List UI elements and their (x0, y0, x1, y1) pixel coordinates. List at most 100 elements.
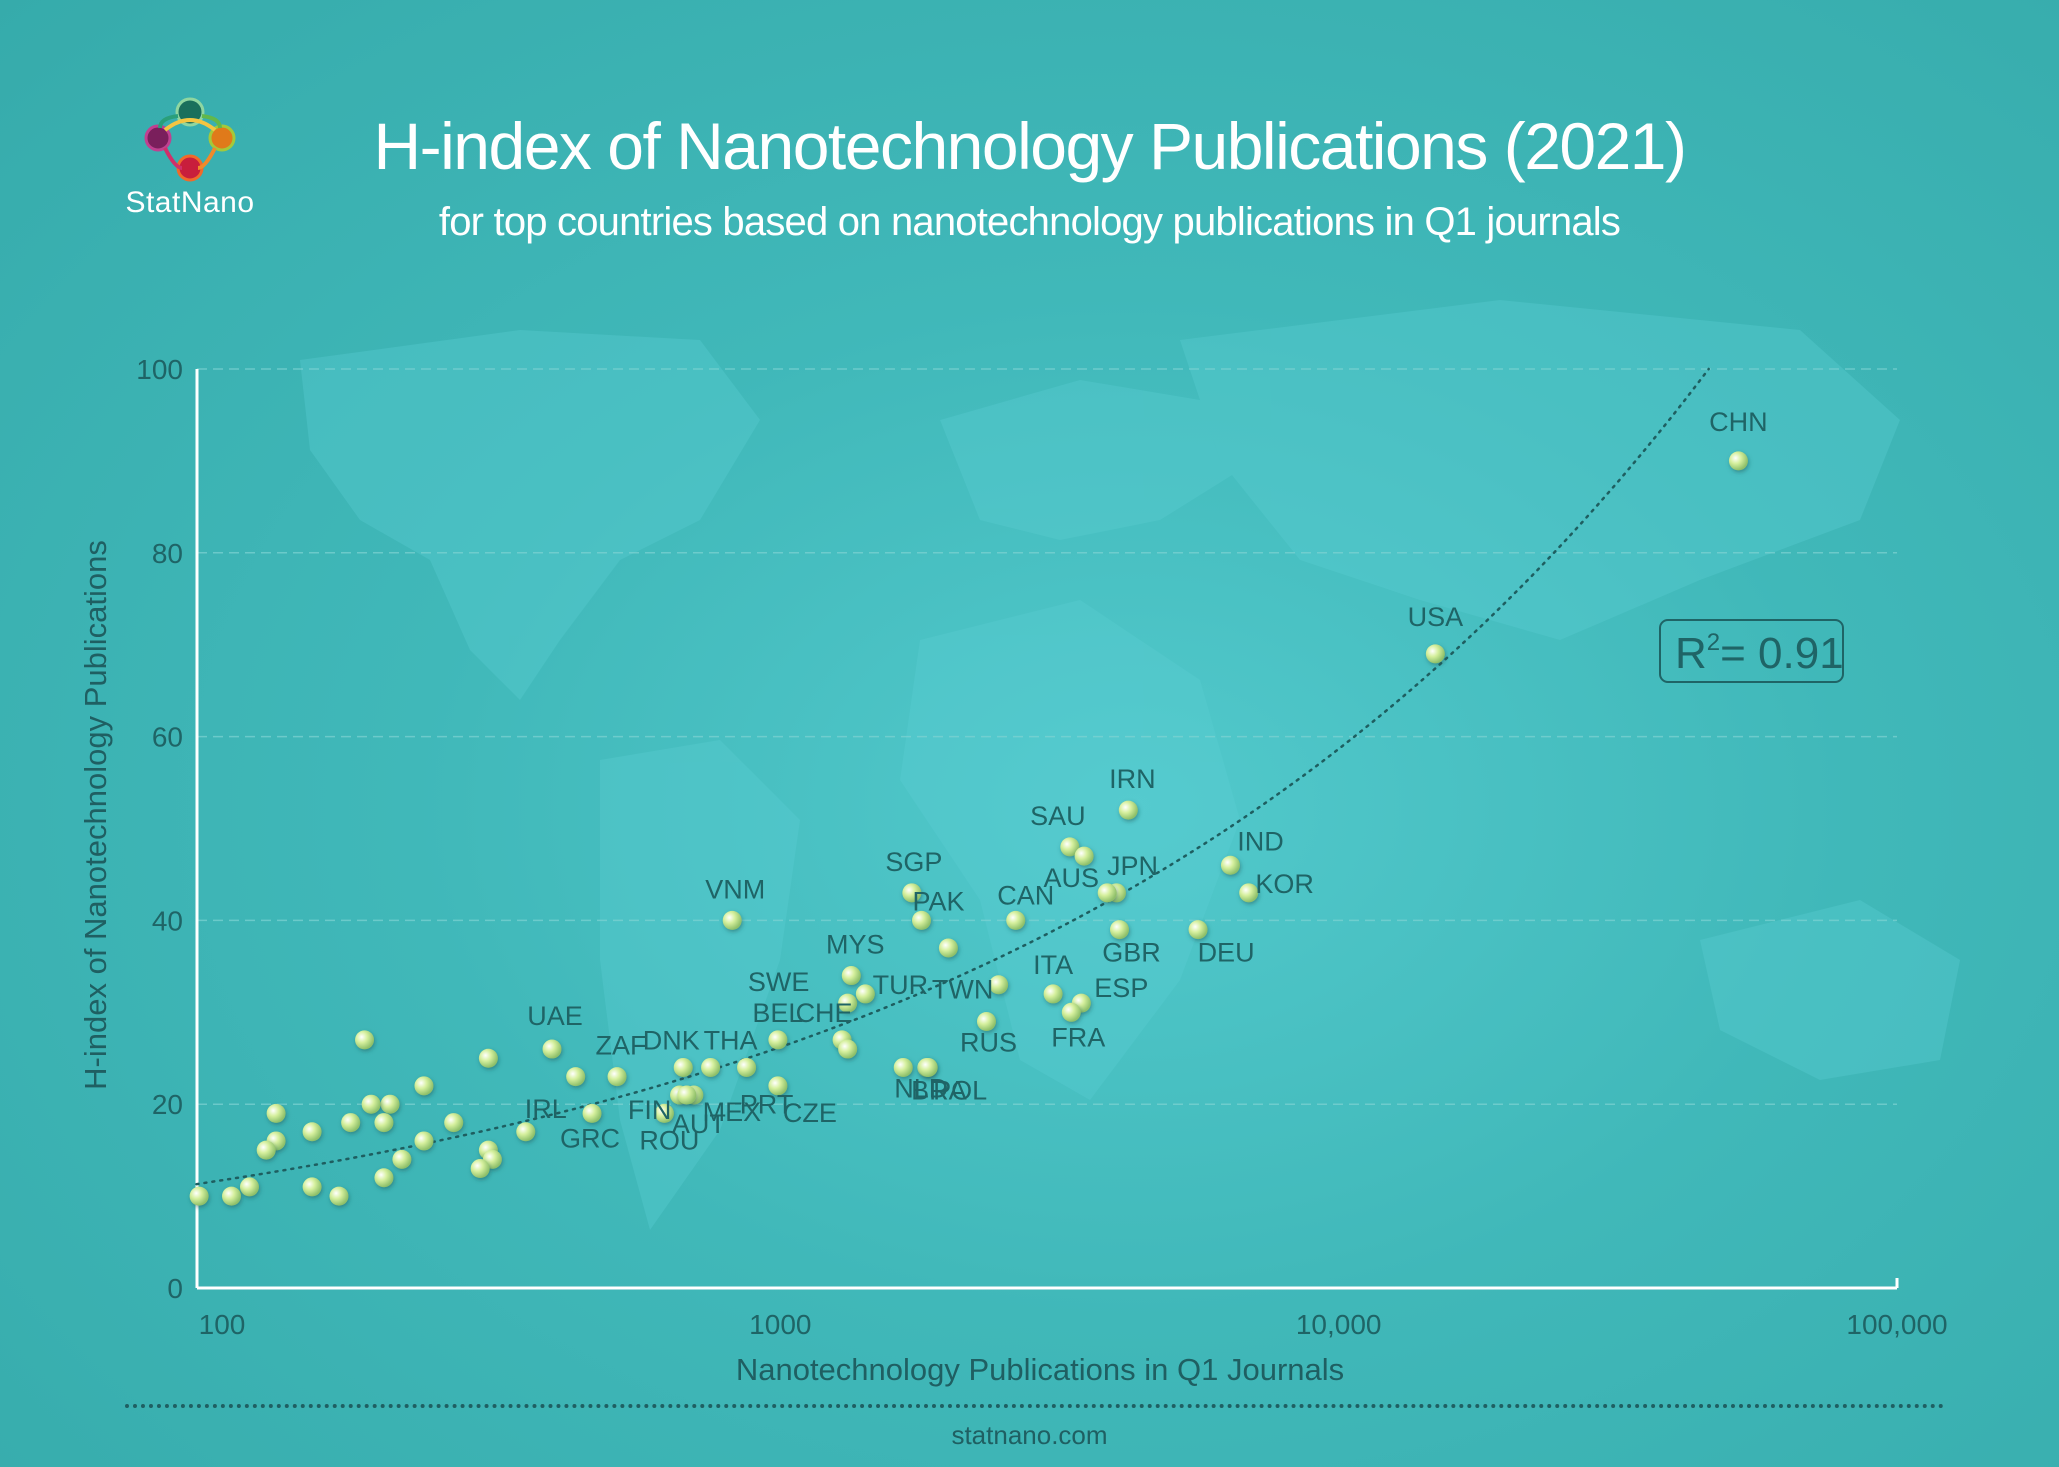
y-tick-label: 80 (152, 538, 183, 569)
point-label-aus: AUS (1043, 863, 1099, 893)
data-point-kor (1239, 883, 1259, 903)
data-point-tur (855, 984, 875, 1004)
point-label-can: CAN (997, 880, 1054, 910)
trendline (195, 367, 1710, 1186)
r-squared-value: = 0.91 (1720, 629, 1844, 678)
data-point (444, 1113, 464, 1133)
data-point (938, 938, 958, 958)
data-point-irl (516, 1122, 536, 1142)
data-point-mys (841, 966, 861, 986)
data-point (380, 1094, 400, 1114)
point-label-rou: ROU (639, 1125, 699, 1155)
point-label-deu: DEU (1198, 938, 1255, 968)
point-label-pol: POL (933, 1075, 987, 1105)
y-tick-label: 20 (152, 1089, 183, 1120)
footer-site: statnano.com (951, 1420, 1108, 1450)
footer-divider (125, 1404, 1945, 1408)
axes: 0 20 40 60 80 100 100 1000 10,000 100,000 (136, 354, 1947, 1340)
data-points (189, 451, 1748, 1206)
y-tick-label: 40 (152, 905, 183, 936)
data-point-zaf (607, 1067, 627, 1087)
data-point-twn (989, 975, 1009, 995)
logo-text: StatNano (125, 186, 255, 219)
data-point (1074, 846, 1094, 866)
point-label-jpn: JPN (1107, 851, 1158, 881)
point-label-bra: BRA (911, 1075, 967, 1105)
data-point (470, 1159, 490, 1179)
data-point-chn (1728, 451, 1748, 471)
x-tick-label: 1000 (749, 1309, 811, 1340)
data-point-tha (701, 1057, 721, 1077)
data-point-uae (542, 1039, 562, 1059)
point-label-dnk: DNK (643, 1025, 700, 1055)
data-point (478, 1048, 498, 1068)
data-point (838, 1039, 858, 1059)
data-point-rus (976, 1011, 996, 1031)
point-label-sau: SAU (1030, 801, 1086, 831)
data-point-fra (1061, 1002, 1081, 1022)
point-label-cze: CZE (783, 1098, 837, 1128)
point-label-irl: IRL (525, 1094, 567, 1124)
data-point (329, 1186, 349, 1206)
data-point-aus (1097, 883, 1117, 903)
r-squared-superscript: 2 (1707, 629, 1720, 656)
svg-text:R2= 0.91: R2= 0.91 (1675, 629, 1844, 678)
r-squared-annotation: R2= 0.91 (1659, 619, 1844, 683)
data-point-sgp (902, 883, 922, 903)
point-label-pak: PAK (912, 886, 964, 916)
data-point (355, 1030, 375, 1050)
statnano-logo-icon (144, 97, 236, 182)
chart-subtitle: for top countries based on nanotechnolog… (438, 200, 1621, 244)
data-point-ita (1043, 984, 1063, 1004)
point-label-rus: RUS (960, 1027, 1017, 1057)
data-point (341, 1113, 361, 1133)
data-point (302, 1122, 322, 1142)
data-point-gbr (1109, 920, 1129, 940)
data-point (302, 1177, 322, 1197)
y-tick-label: 100 (136, 354, 183, 385)
x-tick-label: 100 (199, 1309, 246, 1340)
point-label-mys: MYS (826, 930, 885, 960)
data-point-aut (677, 1085, 697, 1105)
point-label-bel: BEL (752, 998, 803, 1028)
data-point-bel (768, 1030, 788, 1050)
data-point (222, 1186, 242, 1206)
data-point-sau (1060, 837, 1080, 857)
point-label-ind: IND (1237, 826, 1284, 856)
data-point (374, 1168, 394, 1188)
data-point (239, 1177, 259, 1197)
point-label-mex: MEX (703, 1097, 762, 1127)
data-point-nld (893, 1057, 913, 1077)
point-label-usa: USA (1408, 602, 1464, 632)
data-point (256, 1140, 276, 1160)
data-point (266, 1103, 286, 1123)
chart-title: H-index of Nanotechnology Publications (… (373, 109, 1688, 183)
point-label-chn: CHN (1709, 407, 1768, 437)
point-label-che: CHE (796, 998, 853, 1028)
data-point-dnk (673, 1057, 693, 1077)
point-label-uae: UAE (527, 1001, 583, 1031)
data-point-deu (1188, 920, 1208, 940)
point-label-tha: THA (704, 1025, 758, 1055)
data-point-pak (912, 910, 932, 930)
data-point-ind (1220, 855, 1240, 875)
data-point-usa (1425, 644, 1445, 664)
data-point-swe (838, 993, 858, 1013)
data-point-can (1006, 910, 1026, 930)
data-point (414, 1076, 434, 1096)
point-label-swe: SWE (748, 967, 810, 997)
point-label-twn: TWN (932, 975, 993, 1005)
point-label-nld: NLD (894, 1073, 948, 1103)
data-point (189, 1186, 209, 1206)
data-point (361, 1094, 381, 1114)
point-label-grc: GRC (560, 1123, 620, 1153)
data-point-prt (737, 1057, 757, 1077)
point-label-sgp: SGP (885, 847, 942, 877)
data-point-irn (1118, 800, 1138, 820)
y-axis-label: H-index of Nanotechnology Publications (78, 540, 113, 1090)
trendline-path (195, 367, 1710, 1186)
point-label-fin: FIN (628, 1095, 672, 1125)
point-labels: CHN USA IRN SAU IND JPN AUS KOR CAN GBR DEU SGP PAK V… (525, 407, 1768, 1155)
